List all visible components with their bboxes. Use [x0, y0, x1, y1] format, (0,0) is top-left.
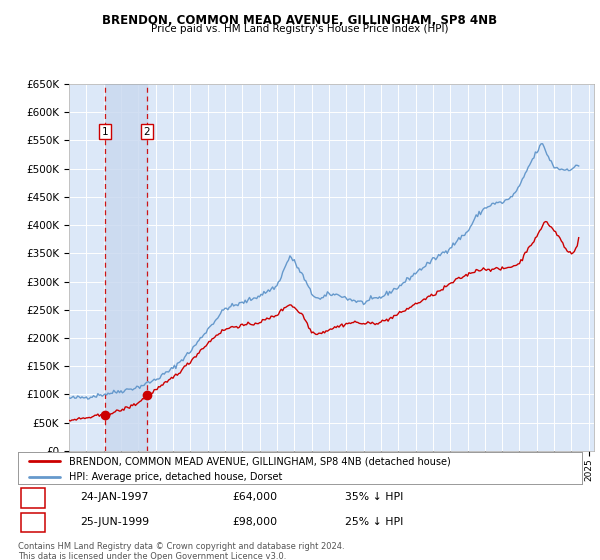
Bar	[21, 513, 44, 533]
Text: 1: 1	[29, 492, 36, 502]
Text: 1: 1	[101, 127, 108, 137]
Text: BRENDON, COMMON MEAD AVENUE, GILLINGHAM, SP8 4NB (detached house): BRENDON, COMMON MEAD AVENUE, GILLINGHAM,…	[69, 456, 451, 466]
Text: Contains HM Land Registry data © Crown copyright and database right 2024.
This d: Contains HM Land Registry data © Crown c…	[18, 542, 344, 560]
Text: £64,000: £64,000	[232, 492, 277, 502]
Text: 25-JUN-1999: 25-JUN-1999	[80, 517, 149, 527]
Text: 35% ↓ HPI: 35% ↓ HPI	[345, 492, 403, 502]
Text: 2: 2	[29, 517, 36, 527]
Text: BRENDON, COMMON MEAD AVENUE, GILLINGHAM, SP8 4NB: BRENDON, COMMON MEAD AVENUE, GILLINGHAM,…	[103, 14, 497, 27]
Bar	[21, 488, 44, 508]
Text: 25% ↓ HPI: 25% ↓ HPI	[345, 517, 403, 527]
Text: 2: 2	[143, 127, 150, 137]
Bar	[105, 84, 147, 451]
Text: HPI: Average price, detached house, Dorset: HPI: Average price, detached house, Dors…	[69, 472, 282, 482]
Text: Price paid vs. HM Land Registry's House Price Index (HPI): Price paid vs. HM Land Registry's House …	[151, 24, 449, 34]
Text: 24-JAN-1997: 24-JAN-1997	[80, 492, 148, 502]
Text: £98,000: £98,000	[232, 517, 277, 527]
